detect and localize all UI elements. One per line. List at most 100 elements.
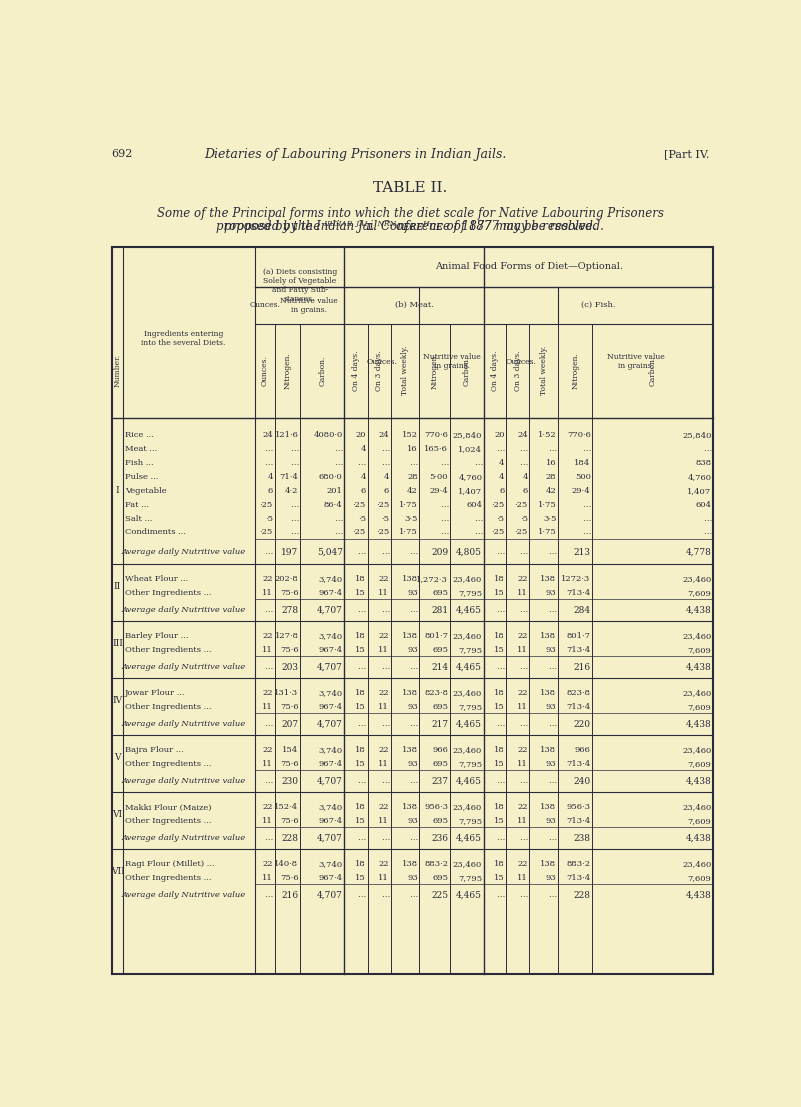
- Text: 15: 15: [494, 761, 505, 768]
- Text: …: …: [264, 891, 273, 899]
- Text: 823·8: 823·8: [424, 690, 448, 697]
- Text: Some of the Principal forms into which the diet scale for Native Labouring Priso: Some of the Principal forms into which t…: [157, 207, 663, 220]
- Text: 22: 22: [379, 860, 389, 868]
- Text: 15: 15: [494, 703, 505, 712]
- Text: 4: 4: [499, 473, 505, 482]
- Text: 967·4: 967·4: [319, 761, 343, 768]
- Text: 7,609: 7,609: [688, 875, 711, 882]
- Text: 138: 138: [541, 632, 557, 641]
- Text: …: …: [380, 663, 389, 671]
- Text: 7,609: 7,609: [688, 703, 711, 712]
- Text: 138: 138: [402, 690, 418, 697]
- Text: 11: 11: [262, 761, 273, 768]
- Text: 23,460: 23,460: [453, 632, 482, 641]
- Text: 6: 6: [384, 487, 389, 495]
- Text: …: …: [582, 500, 590, 509]
- Text: 138: 138: [541, 576, 557, 583]
- Text: 18: 18: [355, 860, 366, 868]
- Text: Dietaries of Labouring Prisoners in Indian Jails.: Dietaries of Labouring Prisoners in Indi…: [205, 148, 507, 161]
- Text: 7,795: 7,795: [458, 589, 482, 598]
- Text: Other Ingredients ...: Other Ingredients ...: [125, 646, 211, 654]
- Text: …: …: [380, 891, 389, 899]
- Text: …: …: [264, 548, 273, 557]
- Text: …: …: [334, 445, 343, 453]
- Text: ·25: ·25: [515, 528, 528, 537]
- Text: 15: 15: [355, 817, 366, 825]
- Text: 18: 18: [355, 576, 366, 583]
- Text: 23,460: 23,460: [453, 746, 482, 754]
- Text: …: …: [520, 548, 528, 557]
- Text: …: …: [497, 721, 505, 728]
- Text: 22: 22: [517, 746, 528, 754]
- Text: 1,272·3: 1,272·3: [417, 576, 448, 583]
- Text: 1·75: 1·75: [537, 528, 557, 537]
- Text: 138: 138: [541, 746, 557, 754]
- Text: 823·8: 823·8: [566, 690, 590, 697]
- Text: 7,609: 7,609: [688, 646, 711, 654]
- Text: …: …: [497, 835, 505, 842]
- Text: 967·4: 967·4: [319, 703, 343, 712]
- Text: 152: 152: [402, 432, 418, 439]
- Text: Average daily Nutritive value: Average daily Nutritive value: [121, 835, 246, 842]
- Text: 23,460: 23,460: [453, 690, 482, 697]
- Text: …: …: [548, 835, 557, 842]
- Text: 216: 216: [281, 891, 299, 900]
- Text: 801·7: 801·7: [566, 632, 590, 641]
- Text: 838: 838: [695, 459, 711, 467]
- Text: …: …: [290, 515, 299, 523]
- Text: Average daily Nutritive value: Average daily Nutritive value: [121, 548, 246, 557]
- Text: …: …: [520, 607, 528, 614]
- Text: …: …: [264, 777, 273, 785]
- Text: …: …: [380, 607, 389, 614]
- Text: III: III: [112, 639, 123, 648]
- Text: 15: 15: [494, 646, 505, 654]
- Text: 3·5: 3·5: [543, 515, 557, 523]
- Text: 3,740: 3,740: [319, 860, 343, 868]
- Text: 11: 11: [378, 875, 389, 882]
- Text: 966: 966: [575, 746, 590, 754]
- Text: …: …: [357, 721, 366, 728]
- Text: …: …: [548, 445, 557, 453]
- Text: ·25: ·25: [376, 500, 389, 509]
- Text: …: …: [548, 777, 557, 785]
- Text: Nitrogen.: Nitrogen.: [284, 352, 292, 390]
- Text: Nutritive value
in grains.: Nutritive value in grains.: [423, 353, 481, 370]
- Text: 967·4: 967·4: [319, 589, 343, 598]
- Text: 202·8: 202·8: [275, 576, 299, 583]
- Text: …: …: [548, 891, 557, 899]
- Text: 4,760: 4,760: [458, 473, 482, 482]
- Text: 22: 22: [263, 860, 273, 868]
- Text: 801·7: 801·7: [424, 632, 448, 641]
- Text: Nitrogen.: Nitrogen.: [431, 352, 438, 390]
- Text: …: …: [357, 835, 366, 842]
- Text: 11: 11: [517, 589, 528, 598]
- Text: 22: 22: [263, 576, 273, 583]
- Text: Wheat Flour ...: Wheat Flour ...: [125, 576, 188, 583]
- Text: …: …: [548, 607, 557, 614]
- Text: …: …: [380, 445, 389, 453]
- Text: 11: 11: [517, 646, 528, 654]
- Text: 15: 15: [355, 703, 366, 712]
- Text: 4,465: 4,465: [457, 834, 482, 842]
- Text: 20: 20: [494, 432, 505, 439]
- Text: 4,438: 4,438: [686, 720, 711, 728]
- Text: 138: 138: [402, 804, 418, 811]
- Text: Ragi Flour (Millet) ...: Ragi Flour (Millet) ...: [125, 860, 215, 868]
- Text: 3,740: 3,740: [319, 576, 343, 583]
- Text: Ounces.: Ounces.: [505, 358, 537, 365]
- Text: 28: 28: [407, 473, 418, 482]
- Text: I: I: [116, 486, 119, 496]
- Text: 18: 18: [494, 632, 505, 641]
- Text: Carbon.: Carbon.: [463, 355, 471, 386]
- Text: 4,778: 4,778: [686, 548, 711, 557]
- Text: 28: 28: [546, 473, 557, 482]
- Text: 11: 11: [517, 703, 528, 712]
- Text: …: …: [582, 515, 590, 523]
- Text: 207: 207: [281, 720, 299, 728]
- Text: 4,707: 4,707: [317, 777, 343, 786]
- Text: ·25: ·25: [515, 500, 528, 509]
- Text: 1,407: 1,407: [458, 487, 482, 495]
- Text: 4: 4: [360, 445, 366, 453]
- Text: 71·4: 71·4: [280, 473, 299, 482]
- Text: 11: 11: [262, 646, 273, 654]
